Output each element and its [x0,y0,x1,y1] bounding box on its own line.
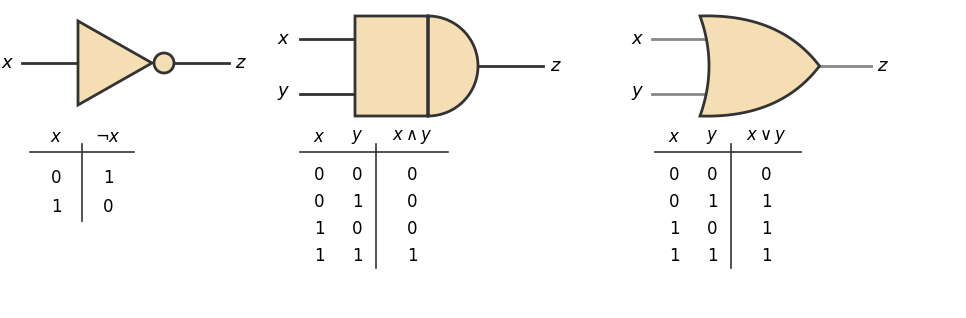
Text: 0: 0 [407,166,417,184]
Text: 0: 0 [352,166,362,184]
Text: 1: 1 [314,247,325,265]
Text: $z$: $z$ [550,57,562,75]
Polygon shape [700,16,819,116]
Text: 0: 0 [761,166,771,184]
Text: 0: 0 [407,193,417,211]
Text: 0: 0 [668,166,679,184]
Text: $x \vee y$: $x \vee y$ [746,128,786,146]
Text: $y$: $y$ [631,85,644,102]
Text: 1: 1 [760,247,771,265]
Text: $z$: $z$ [877,57,890,75]
Text: $x$: $x$ [668,128,680,146]
Text: 1: 1 [352,247,362,265]
Text: 0: 0 [314,166,325,184]
Text: 1: 1 [668,247,679,265]
Text: $y$: $y$ [706,128,719,146]
Text: $x$: $x$ [631,30,644,47]
Polygon shape [78,21,152,105]
Text: $x$: $x$ [50,128,62,146]
Text: 0: 0 [102,198,113,217]
Text: 0: 0 [314,193,325,211]
Text: $y$: $y$ [351,128,363,146]
Text: 1: 1 [352,193,362,211]
Text: 1: 1 [760,193,771,211]
Text: 1: 1 [102,169,113,186]
Polygon shape [355,16,478,116]
Text: $x$: $x$ [313,128,326,146]
Text: $\neg x$: $\neg x$ [95,128,121,146]
Text: $y$: $y$ [276,85,290,102]
Text: $z$: $z$ [235,54,247,72]
Text: 0: 0 [668,193,679,211]
Text: $x \wedge y$: $x \wedge y$ [391,128,433,146]
Text: 0: 0 [707,220,717,238]
Text: 1: 1 [707,193,718,211]
Text: 0: 0 [407,220,417,238]
Text: $x$: $x$ [276,30,290,47]
Text: 0: 0 [51,169,61,186]
Text: 0: 0 [707,166,717,184]
Text: 1: 1 [407,247,417,265]
Circle shape [154,53,174,73]
Text: 1: 1 [707,247,718,265]
Text: 1: 1 [760,220,771,238]
Text: 1: 1 [668,220,679,238]
Text: 1: 1 [50,198,61,217]
Text: 0: 0 [352,220,362,238]
Text: 1: 1 [314,220,325,238]
Text: $x$: $x$ [1,54,14,72]
